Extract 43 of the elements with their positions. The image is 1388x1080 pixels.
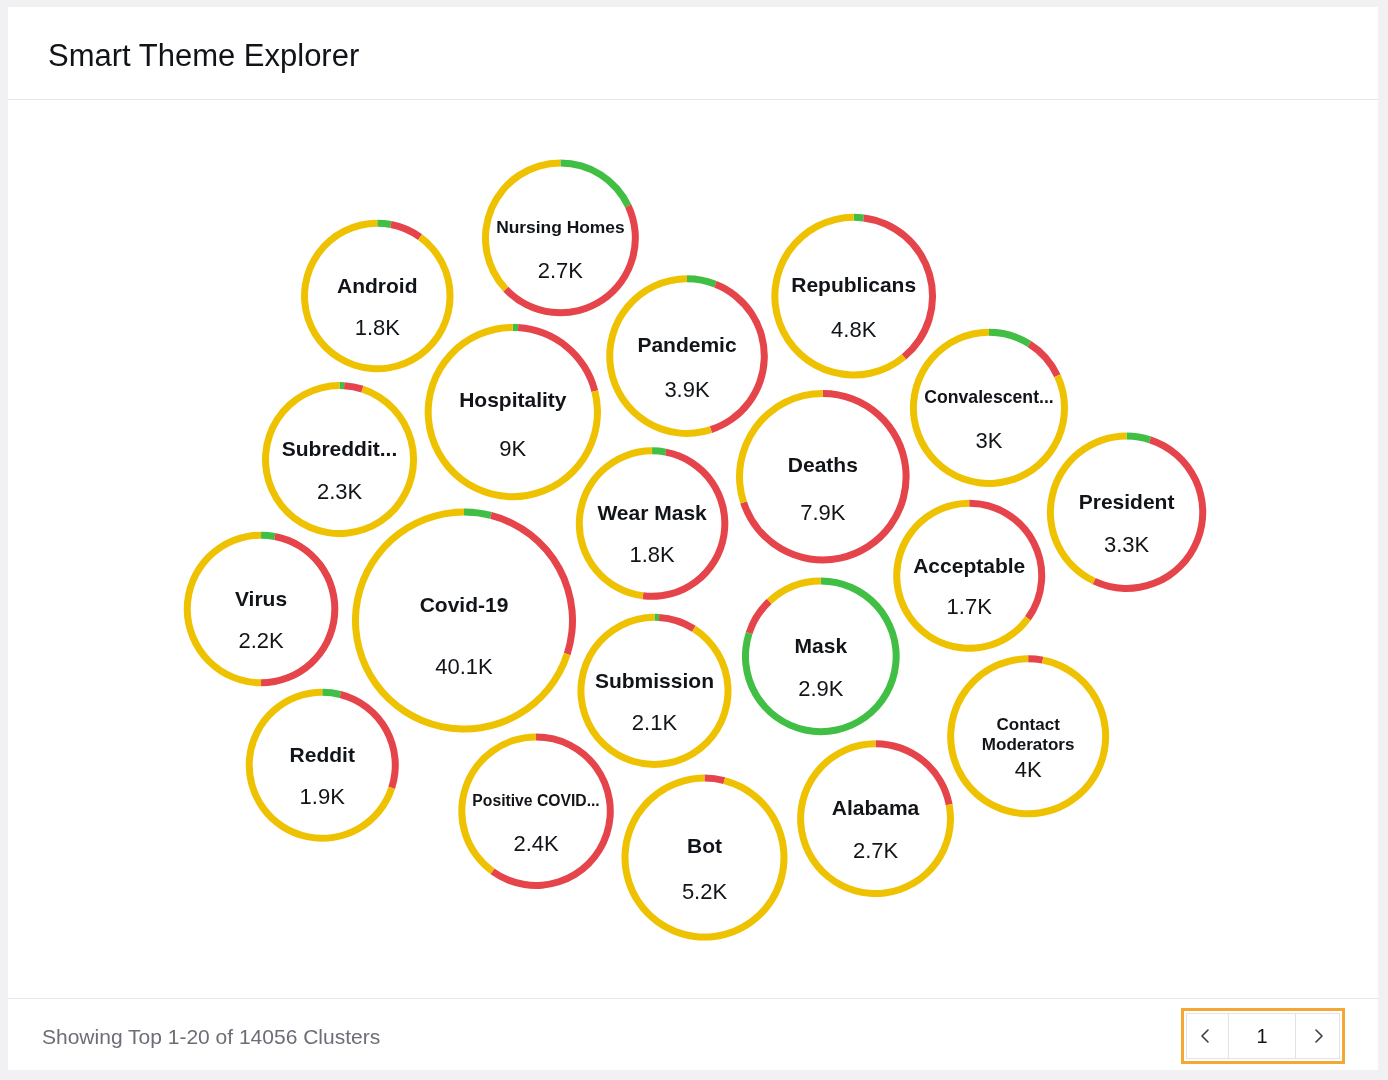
data-label: 40.1K — [435, 653, 494, 679]
data-label: 3K — [975, 427, 1003, 453]
category-label: Nursing Homes — [496, 216, 625, 237]
category-label: Republicans — [791, 273, 917, 297]
text: Showing Top 1-20 of 14056 Clusters — [42, 1024, 381, 1048]
data-label: 7.9K — [800, 499, 846, 525]
category-label: Submission — [594, 668, 714, 692]
category-label: Contact Moderators — [981, 714, 1075, 754]
data-label: 4K — [1014, 756, 1042, 782]
category-label: Wear Mask — [597, 501, 708, 525]
category-label: Alabama — [831, 796, 920, 820]
category-label: Virus — [234, 586, 288, 610]
text: 1 — [1256, 1025, 1268, 1047]
category-label: Reddit — [289, 743, 355, 767]
category-label: Convalescent... — [924, 386, 1054, 407]
category-label: Mask — [794, 633, 848, 657]
category-label: Deaths — [787, 453, 858, 477]
text: Smart Theme Explorer — [48, 37, 360, 73]
data-label: 2.7K — [852, 838, 899, 864]
data-label: 2.9K — [798, 676, 844, 702]
data-label: 2.7K — [537, 257, 584, 283]
category-label: Positive COVID... — [472, 791, 600, 809]
data-label: 2.1K — [631, 709, 678, 735]
data-label: 1.9K — [299, 784, 346, 810]
data-label: 4.8K — [831, 317, 877, 343]
data-label: 2.2K — [238, 628, 284, 654]
data-label: 9K — [499, 435, 527, 461]
category-label: President — [1078, 489, 1175, 513]
category-label: Covid-19 — [419, 593, 509, 617]
category-label: Subreddit... — [281, 437, 398, 461]
category-label: Android — [337, 273, 418, 297]
data-label: 3.3K — [1103, 532, 1150, 558]
category-label: Hospitality — [459, 388, 567, 412]
data-label: 5.2K — [681, 879, 728, 905]
category-label: Bot — [687, 834, 723, 858]
category-label: Acceptable — [913, 553, 1026, 577]
data-label: 1.8K — [354, 314, 401, 340]
category-label: Pandemic — [637, 333, 737, 357]
data-label: 1.7K — [946, 594, 993, 620]
data-label: 1.8K — [629, 542, 676, 568]
data-label: 3.9K — [664, 376, 710, 402]
data-label: 2.4K — [513, 830, 559, 856]
data-label: 2.3K — [316, 478, 363, 504]
